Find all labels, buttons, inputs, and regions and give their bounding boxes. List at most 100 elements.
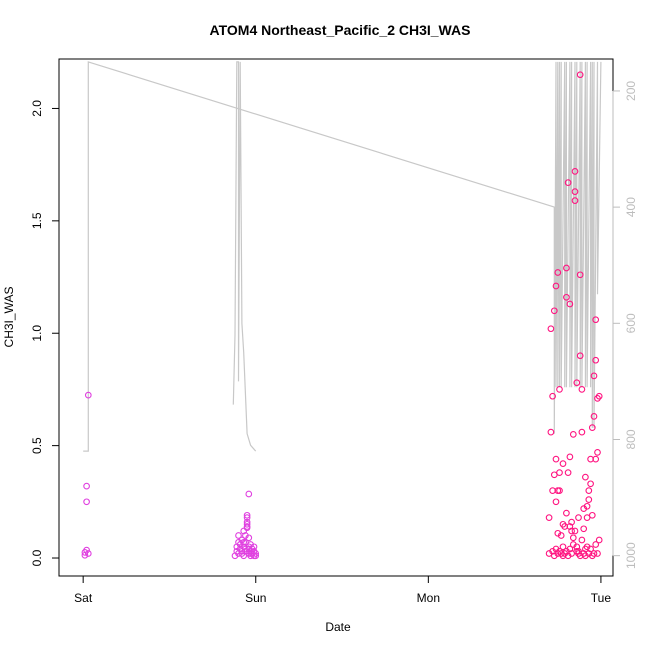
y2-axis: 200 400 600 800 1000 (612, 81, 638, 569)
y-tick-label: 0.0 (30, 549, 44, 566)
data-point (235, 532, 242, 539)
y-tick-label: 2.0 (30, 100, 44, 117)
data-point (549, 392, 556, 400)
data-point (573, 379, 581, 387)
data-point (569, 431, 577, 438)
data-point (84, 550, 92, 557)
data-point (582, 545, 589, 553)
pressure-line-1 (83, 61, 602, 452)
data-point (83, 546, 90, 554)
data-point (552, 498, 560, 506)
pressure-line-2 (232, 61, 257, 452)
data-point (576, 271, 584, 279)
data-point (590, 413, 598, 420)
data-point (559, 520, 567, 528)
data-point (559, 543, 567, 551)
data-point (585, 496, 593, 503)
plot-border (58, 58, 614, 577)
data-point (83, 498, 90, 506)
data-point (242, 532, 249, 539)
data-point (243, 514, 251, 521)
data-point (566, 523, 574, 530)
data-point (588, 511, 596, 519)
x-tick-label: Mon (417, 591, 440, 605)
data-point (583, 502, 591, 510)
data-point (554, 529, 562, 537)
data-point (243, 520, 251, 528)
x-tick-label: Tue (591, 591, 612, 605)
data-point (582, 473, 589, 481)
data-point (578, 428, 586, 436)
data-point (590, 550, 598, 557)
y-axis-label: CH3I_WAS (2, 287, 16, 348)
chart-title: ATOM4 Northeast_Pacific_2 CH3I_WAS (210, 22, 471, 38)
data-point (245, 490, 253, 498)
data-point (547, 428, 555, 436)
data-point (240, 538, 248, 546)
data-point (564, 179, 572, 186)
data-point (564, 469, 572, 476)
data-point (585, 487, 593, 494)
data-point (547, 325, 555, 333)
y2-tick-label: 600 (624, 313, 638, 333)
data-point (588, 424, 596, 431)
data-point (563, 509, 570, 517)
points-layer (81, 71, 603, 560)
data-point (556, 469, 563, 476)
data-point (571, 527, 579, 535)
data-point (566, 453, 574, 461)
data-point (554, 269, 562, 276)
data-point (243, 524, 251, 532)
data-point (552, 282, 560, 290)
data-point (247, 550, 254, 557)
data-point (243, 511, 251, 519)
data-point (566, 300, 574, 308)
data-point (550, 307, 558, 315)
y-axis: 0.0 0.5 1.0 1.5 2.0 (30, 100, 60, 566)
data-point (595, 536, 603, 544)
data-point (578, 386, 586, 393)
data-point (594, 550, 601, 557)
y2-tick-label: 1000 (624, 542, 638, 569)
x-axis: Sat Sun Mon Tue (74, 575, 612, 605)
pressure-layer (83, 61, 602, 452)
x-tick-label: Sat (74, 591, 93, 605)
data-point (556, 487, 563, 494)
data-point (552, 455, 560, 463)
data-point (84, 391, 92, 399)
data-point (563, 264, 570, 272)
data-point (594, 395, 601, 402)
data-point (592, 316, 600, 324)
data-point (83, 482, 90, 490)
data-point (571, 197, 579, 204)
data-point (559, 460, 567, 467)
data-point (592, 541, 600, 548)
data-point (545, 514, 553, 521)
data-point (592, 356, 600, 364)
y-tick-label: 1.0 (30, 325, 44, 342)
data-point (578, 536, 586, 544)
data-point (592, 455, 600, 463)
y-tick-label: 1.5 (30, 212, 44, 229)
data-point (575, 547, 582, 555)
data-point (563, 293, 570, 301)
data-point (556, 386, 563, 393)
data-point (557, 532, 565, 539)
data-point (576, 71, 584, 79)
y2-tick-label: 400 (624, 197, 638, 217)
data-point (587, 480, 594, 488)
data-point (571, 168, 579, 175)
y2-tick-label: 200 (624, 81, 638, 101)
data-point (575, 514, 582, 521)
data-point (580, 525, 588, 533)
data-point (568, 518, 575, 526)
y-tick-label: 0.5 (30, 437, 44, 454)
data-point (590, 372, 598, 380)
x-axis-label: Date (325, 620, 351, 634)
data-point (571, 188, 579, 195)
data-point (576, 352, 584, 360)
y2-tick-label: 800 (624, 429, 638, 449)
data-point (569, 534, 577, 542)
